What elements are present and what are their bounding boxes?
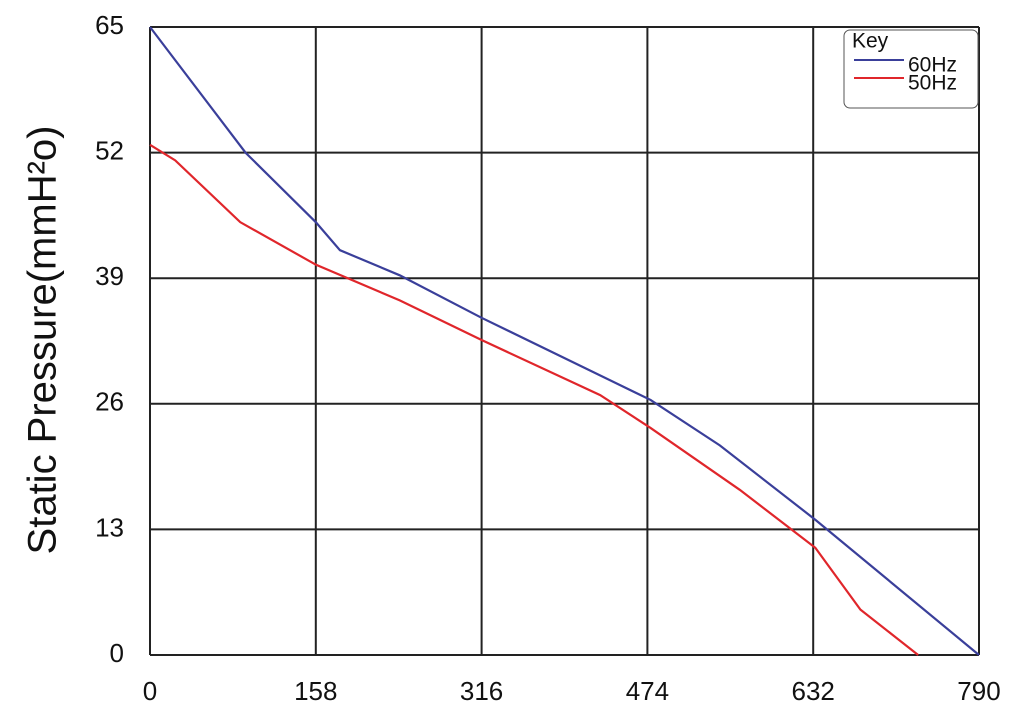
y-tick-label: 13 xyxy=(95,512,124,542)
x-tick-label: 158 xyxy=(294,676,337,706)
x-tick-label: 316 xyxy=(460,676,503,706)
legend-box xyxy=(843,29,979,109)
x-tick-label: 790 xyxy=(957,676,1000,706)
line-series xyxy=(149,26,980,656)
line-series xyxy=(149,143,919,656)
y-tick-label: 52 xyxy=(95,135,124,165)
y-tick-label: 65 xyxy=(95,10,124,40)
x-tick-label: 632 xyxy=(792,676,835,706)
y-axis-label: Static Pressure(mmH²o) xyxy=(21,126,65,555)
x-tick-label: 474 xyxy=(626,676,669,706)
y-tick-label: 39 xyxy=(95,261,124,291)
legend-label: 50Hz xyxy=(908,72,957,95)
y-tick-label: 26 xyxy=(95,387,124,417)
x-tick-label: 0 xyxy=(143,676,157,706)
y-tick-label: 0 xyxy=(110,638,124,668)
legend-title: Key xyxy=(852,30,889,53)
legend-label: 60Hz xyxy=(908,54,957,77)
